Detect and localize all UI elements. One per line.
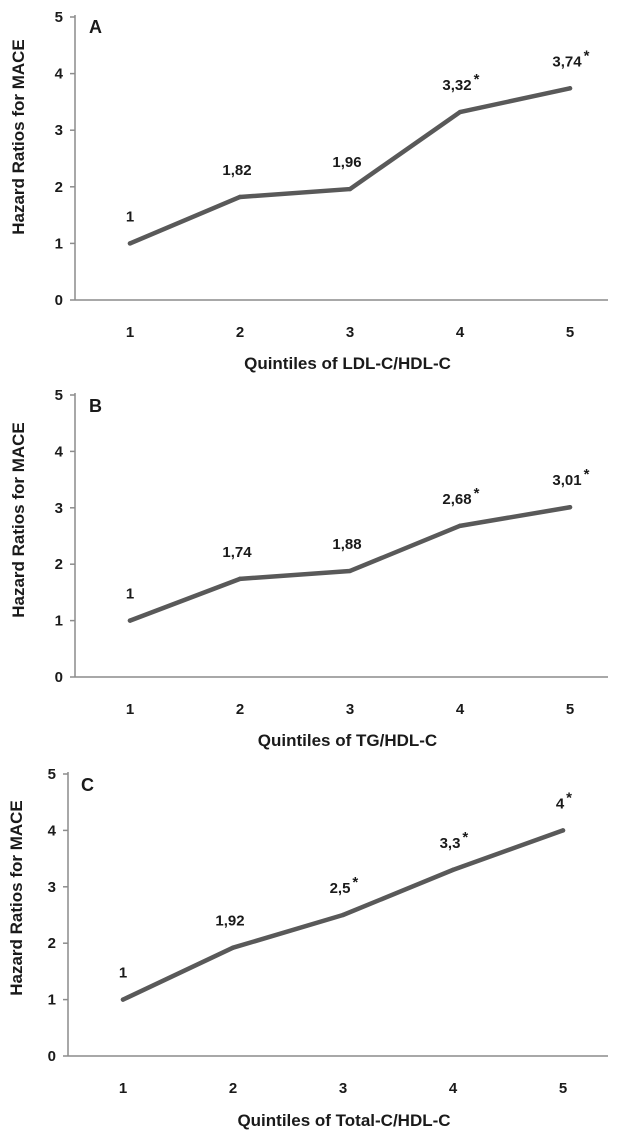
y-tick-label: 0 bbox=[55, 292, 63, 309]
y-tick-label: 3 bbox=[55, 500, 63, 517]
data-point bbox=[340, 912, 346, 918]
y-axis-title: Hazard Ratios for MACE bbox=[7, 800, 26, 996]
x-tick-label: 1 bbox=[126, 324, 134, 341]
data-label: 4 bbox=[556, 795, 565, 812]
x-tick-label: 4 bbox=[449, 1080, 458, 1097]
chart-panel-b: 0 1 2 3 4 5 1 2 3 4 5 Hazard Ratios for MACE Quintil… bbox=[9, 387, 608, 750]
data-label: 2,5 bbox=[330, 880, 351, 897]
x-tick-label: 3 bbox=[346, 701, 354, 718]
y-tick-label: 5 bbox=[48, 766, 56, 783]
y-tick-label: 0 bbox=[55, 669, 63, 686]
data-point bbox=[237, 194, 243, 200]
data-point bbox=[347, 186, 353, 192]
data-point bbox=[120, 997, 126, 1002]
x-axis-title: Quintiles of Total-C/HDL-C bbox=[237, 1111, 450, 1130]
y-tick-label: 2 bbox=[48, 935, 56, 952]
significance-marker: * bbox=[566, 789, 572, 806]
data-label: 1,82 bbox=[222, 162, 251, 179]
y-tick-label: 4 bbox=[48, 822, 57, 839]
y-tick-label: 1 bbox=[48, 992, 56, 1009]
x-tick-label: 4 bbox=[456, 324, 465, 341]
y-tick-label: 5 bbox=[55, 387, 63, 404]
significance-marker: * bbox=[584, 47, 590, 64]
data-label: 1 bbox=[119, 965, 127, 982]
data-point bbox=[347, 568, 353, 574]
data-point bbox=[127, 618, 133, 623]
data-label: 1,92 bbox=[215, 913, 244, 930]
x-tick-label: 1 bbox=[126, 701, 134, 718]
data-point bbox=[567, 505, 573, 510]
y-tick-label: 4 bbox=[55, 66, 64, 83]
data-label: 3,01 bbox=[552, 472, 581, 489]
data-point bbox=[450, 867, 456, 873]
x-tick-label: 5 bbox=[559, 1080, 567, 1097]
data-point bbox=[567, 86, 573, 91]
data-point bbox=[127, 241, 133, 246]
data-point bbox=[457, 523, 463, 529]
data-point bbox=[457, 109, 463, 115]
data-label: 2,68 bbox=[442, 491, 471, 508]
y-tick-label: 0 bbox=[48, 1048, 56, 1065]
significance-marker: * bbox=[584, 466, 590, 483]
data-point bbox=[230, 945, 236, 950]
y-tick-label: 3 bbox=[55, 122, 63, 139]
y-tick-label: 3 bbox=[48, 879, 56, 896]
data-point bbox=[560, 828, 566, 833]
y-tick-label: 4 bbox=[55, 443, 64, 460]
x-tick-label: 5 bbox=[566, 701, 574, 718]
chart-panel-a: 0 1 2 3 4 5 1 2 3 4 5 Hazard Ratios for MACE Quintil… bbox=[9, 9, 608, 373]
data-label: 1 bbox=[126, 208, 134, 225]
x-tick-label: 3 bbox=[346, 324, 354, 341]
data-label: 3,74 bbox=[552, 53, 582, 70]
x-tick-label: 3 bbox=[339, 1080, 347, 1097]
x-tick-label: 5 bbox=[566, 324, 574, 341]
y-tick-label: 1 bbox=[55, 613, 63, 630]
data-label: 1,74 bbox=[222, 544, 252, 561]
y-tick-label: 2 bbox=[55, 556, 63, 573]
x-axis-title: Quintiles of LDL-C/HDL-C bbox=[244, 354, 451, 373]
data-label: 1 bbox=[126, 586, 134, 603]
x-axis-title: Quintiles of TG/HDL-C bbox=[258, 731, 437, 750]
significance-marker: * bbox=[474, 485, 480, 502]
data-label: 1,96 bbox=[332, 154, 361, 171]
y-axis-title: Hazard Ratios for MACE bbox=[9, 39, 28, 235]
x-tick-label: 2 bbox=[229, 1080, 237, 1097]
x-tick-label: 4 bbox=[456, 701, 465, 718]
y-tick-label: 1 bbox=[55, 235, 63, 252]
data-label: 3,32 bbox=[442, 77, 471, 94]
y-axis-title: Hazard Ratios for MACE bbox=[9, 422, 28, 618]
panel-label: C bbox=[81, 775, 94, 795]
x-tick-label: 2 bbox=[236, 324, 244, 341]
data-label: 3,3 bbox=[440, 835, 461, 852]
data-label: 1,88 bbox=[332, 536, 361, 553]
significance-marker: * bbox=[462, 829, 468, 846]
series-line bbox=[127, 504, 573, 623]
panel-label: A bbox=[89, 17, 102, 37]
y-tick-label: 5 bbox=[55, 9, 63, 26]
chart-panel-c: 0 1 2 3 4 5 1 2 3 4 5 Hazard Ratios for MACE Quintil… bbox=[7, 766, 608, 1130]
panel-label: B bbox=[89, 396, 102, 416]
x-tick-label: 2 bbox=[236, 701, 244, 718]
data-point bbox=[237, 576, 243, 582]
significance-marker: * bbox=[474, 71, 480, 88]
y-tick-label: 2 bbox=[55, 179, 63, 196]
x-tick-label: 1 bbox=[119, 1080, 127, 1097]
significance-marker: * bbox=[352, 874, 358, 891]
